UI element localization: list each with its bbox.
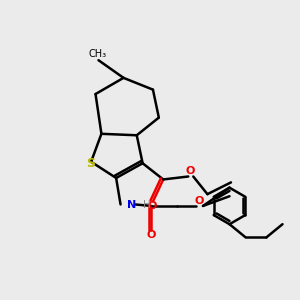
Text: O: O [185,166,194,176]
Text: O: O [147,201,157,211]
Text: S: S [86,157,95,170]
Text: H: H [142,200,150,210]
Text: O: O [194,196,204,206]
Text: N: N [127,200,136,210]
Text: O: O [147,230,156,239]
Text: CH₃: CH₃ [88,49,106,59]
